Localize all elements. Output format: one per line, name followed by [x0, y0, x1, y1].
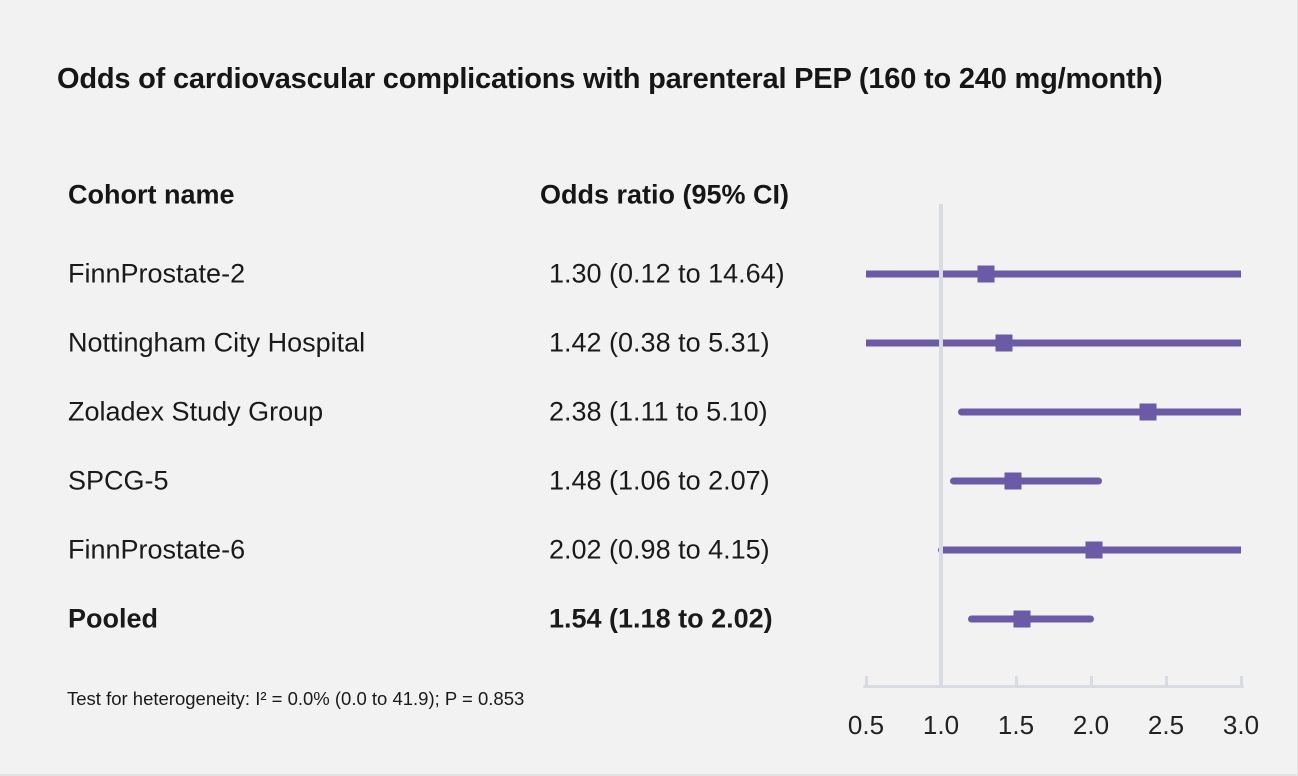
column-header-cohort: Cohort name: [68, 179, 235, 210]
x-axis-tick: [864, 676, 868, 685]
point-estimate-marker: [1013, 610, 1031, 628]
chart-title: Odds of cardiovascular complications wit…: [57, 63, 1163, 95]
heterogeneity-note: Test for heterogeneity: I² = 0.0% (0.0 t…: [67, 687, 525, 709]
odds-ratio-value: 1.42 (0.38 to 5.31): [549, 327, 770, 358]
x-axis-tick-label: 2.0: [1072, 710, 1110, 740]
reference-line: [939, 204, 943, 688]
x-axis-tick: [939, 676, 943, 685]
odds-ratio-value: 1.48 (1.06 to 2.07): [549, 465, 770, 496]
x-axis-line: [863, 685, 1244, 688]
point-estimate-marker: [1004, 472, 1022, 490]
odds-ratio-value: 2.38 (1.11 to 5.10): [549, 396, 768, 427]
cohort-name: Nottingham City Hospital: [68, 327, 366, 358]
odds-ratio-value: 1.30 (0.12 to 14.64): [549, 258, 785, 289]
x-axis-tick: [1239, 676, 1243, 685]
confidence-interval-line: [950, 477, 1102, 485]
x-axis-tick: [1164, 676, 1168, 685]
point-estimate-marker: [977, 265, 995, 283]
confidence-interval-line: [866, 339, 1241, 347]
cohort-name: Zoladex Study Group: [68, 396, 324, 427]
cohort-name: FinnProstate-2: [68, 258, 246, 289]
cohort-name: SPCG-5: [68, 465, 169, 496]
odds-ratio-value: 1.54 (1.18 to 2.02): [549, 603, 773, 634]
odds-ratio-value: 2.02 (0.98 to 4.15): [549, 534, 770, 565]
x-axis-tick-label: 1.5: [997, 710, 1035, 740]
x-axis-tick: [1089, 676, 1093, 685]
cohort-name: Pooled: [68, 603, 159, 634]
x-axis-tick-label: 1.0: [922, 710, 960, 740]
x-axis-tick-label: 3.0: [1222, 710, 1260, 740]
confidence-interval-line: [866, 270, 1241, 278]
point-estimate-marker: [1085, 541, 1103, 559]
confidence-interval-line: [968, 615, 1094, 623]
x-axis-tick-label: 0.5: [847, 710, 885, 740]
column-header-odds-ratio: Odds ratio (95% CI): [540, 179, 790, 210]
confidence-interval-line: [957, 408, 1241, 416]
x-axis-tick-label: 2.5: [1147, 710, 1185, 740]
point-estimate-marker: [995, 334, 1013, 352]
cohort-name: FinnProstate-6: [68, 534, 246, 565]
x-axis-tick: [1014, 676, 1018, 685]
point-estimate-marker: [1139, 403, 1157, 421]
